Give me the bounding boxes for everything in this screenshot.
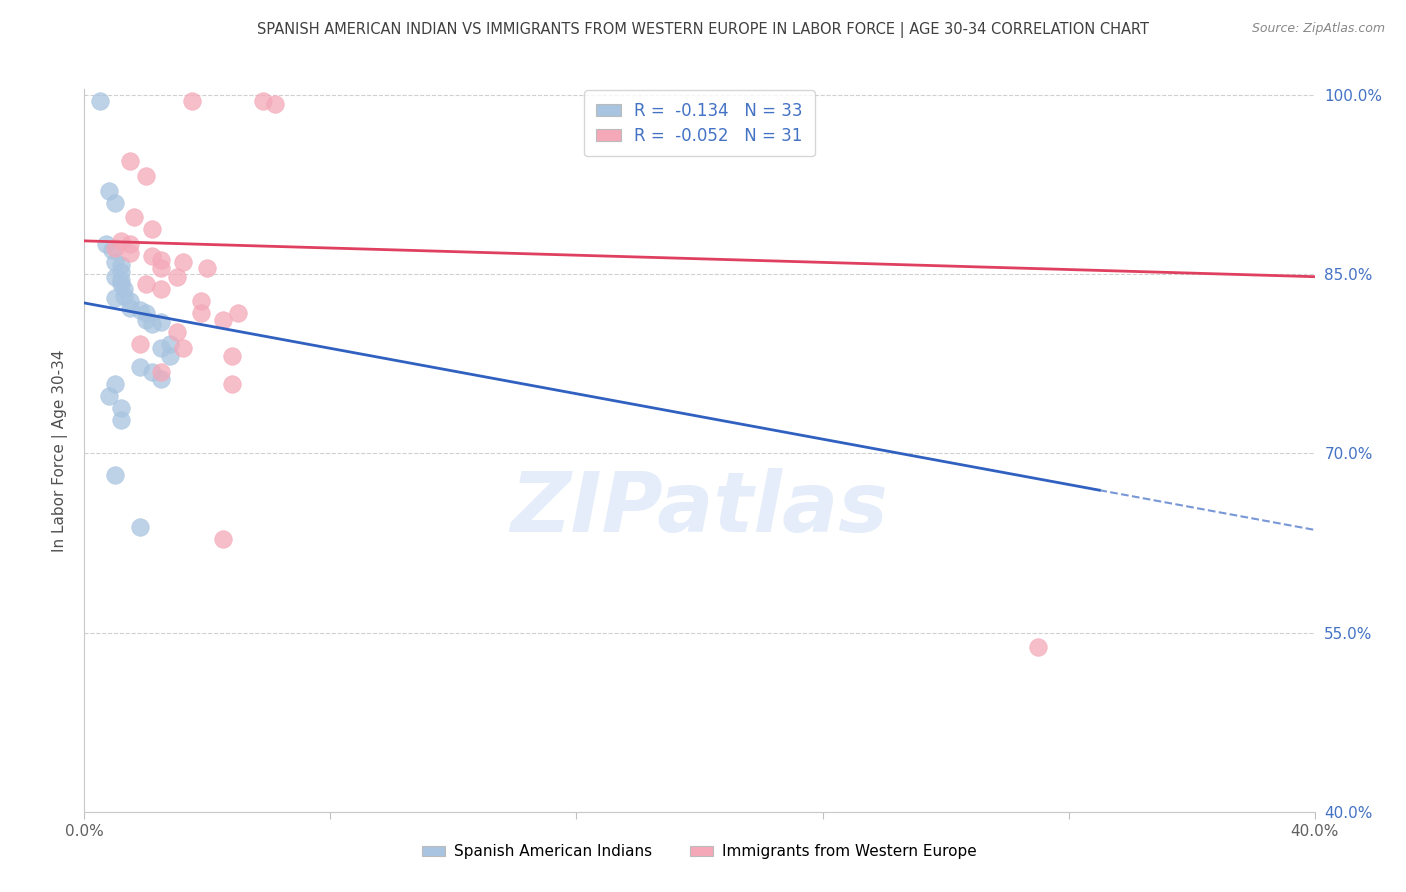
Point <box>150 365 173 379</box>
Text: SPANISH AMERICAN INDIAN VS IMMIGRANTS FROM WESTERN EUROPE IN LABOR FORCE | AGE 3: SPANISH AMERICAN INDIAN VS IMMIGRANTS FR… <box>257 22 1149 38</box>
Point <box>141 249 163 263</box>
Point <box>110 258 132 272</box>
Point <box>104 269 127 284</box>
Point <box>150 282 173 296</box>
Point <box>135 305 157 319</box>
Point <box>128 360 150 375</box>
Point <box>226 305 249 319</box>
Point <box>110 265 132 279</box>
Point <box>120 293 142 308</box>
Point <box>264 96 287 111</box>
Point <box>122 210 145 224</box>
Point <box>211 533 233 547</box>
Point <box>159 349 181 363</box>
Point <box>211 312 233 326</box>
Point <box>141 318 163 332</box>
Point <box>190 293 212 308</box>
Point <box>120 153 142 168</box>
Point <box>101 244 124 258</box>
Point <box>98 184 121 198</box>
Point <box>104 467 127 482</box>
Point <box>221 349 243 363</box>
Point <box>110 413 132 427</box>
Point <box>197 261 219 276</box>
Point <box>110 234 132 248</box>
Point <box>89 94 111 108</box>
Point <box>120 245 142 260</box>
Point <box>150 315 173 329</box>
Point <box>104 377 127 392</box>
Point <box>112 282 135 296</box>
Legend: Spanish American Indians, Immigrants from Western Europe: Spanish American Indians, Immigrants fro… <box>416 838 983 865</box>
Point <box>104 291 127 305</box>
Point <box>150 252 173 267</box>
Point <box>120 301 142 315</box>
Point <box>166 325 188 339</box>
Point <box>128 303 150 318</box>
Point <box>135 277 157 291</box>
Point <box>104 241 127 255</box>
Point <box>150 372 173 386</box>
Point <box>190 305 212 319</box>
Point <box>110 273 132 287</box>
Point <box>135 169 157 184</box>
Point <box>94 237 117 252</box>
Point <box>120 237 142 252</box>
Point <box>141 365 163 379</box>
Point <box>110 277 132 291</box>
Text: Source: ZipAtlas.com: Source: ZipAtlas.com <box>1251 22 1385 36</box>
Point <box>150 261 173 276</box>
Point <box>104 255 127 269</box>
Point <box>135 312 157 326</box>
Point <box>104 195 127 210</box>
Point <box>141 222 163 236</box>
Point <box>172 342 194 356</box>
Point <box>112 289 135 303</box>
Point <box>128 336 150 351</box>
Point <box>172 255 194 269</box>
Point <box>252 94 274 108</box>
Point <box>98 389 121 403</box>
Point <box>150 342 173 356</box>
Point <box>221 377 243 392</box>
Text: ZIPatlas: ZIPatlas <box>510 467 889 549</box>
Y-axis label: In Labor Force | Age 30-34: In Labor Force | Age 30-34 <box>52 349 69 552</box>
Point <box>181 94 204 108</box>
Point <box>110 401 132 415</box>
Point <box>159 336 181 351</box>
Point <box>128 520 150 534</box>
Point <box>166 269 188 284</box>
Point <box>1026 640 1049 654</box>
